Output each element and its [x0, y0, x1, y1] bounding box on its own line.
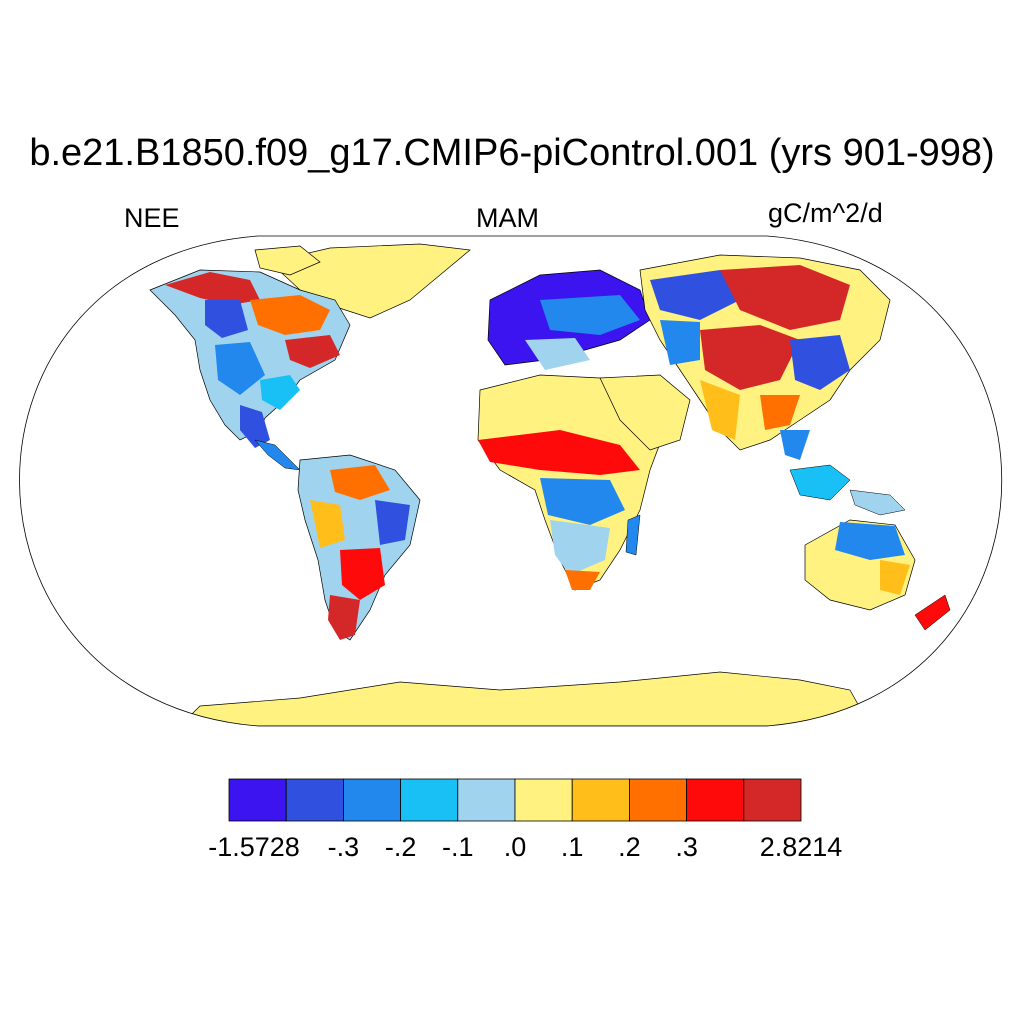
colorbar-box-4 [457, 778, 516, 822]
colorbar-box-2 [342, 778, 401, 822]
colorbar-box-9 [743, 778, 802, 822]
colorbar-label-8: 2.8214 [759, 832, 843, 862]
map-title: b.e21.B1850.f09_g17.CMIP6-piControl.001 … [29, 132, 995, 174]
map-frame [19, 235, 1002, 727]
colorbar-box-8 [686, 778, 745, 822]
colorbar-box-5 [514, 778, 573, 822]
colorbar-label-6: .2 [618, 832, 641, 862]
colorbar-label-2: -.2 [384, 832, 417, 862]
colorbar-label-3: -.1 [442, 832, 474, 862]
colorbar-label-7: .3 [675, 832, 698, 862]
units-label: gC/m^2/d [768, 198, 883, 228]
colorbar-label-4: .0 [503, 832, 527, 862]
colorbar-box-1 [285, 778, 344, 822]
variable-label: NEE [124, 203, 180, 233]
season-label: MAM [476, 203, 539, 233]
colorbar-box-7 [629, 778, 688, 822]
colorbar-label-5: .1 [560, 832, 584, 862]
colorbar-label-1: -.3 [327, 832, 360, 862]
colorbar-box-0 [228, 778, 287, 822]
colorbar-box-3 [400, 778, 459, 822]
land-fill [149, 243, 951, 726]
colorbar-box-6 [571, 778, 630, 822]
colorbar [228, 778, 802, 822]
colorbar-label-0: -1.5728 [208, 832, 300, 862]
